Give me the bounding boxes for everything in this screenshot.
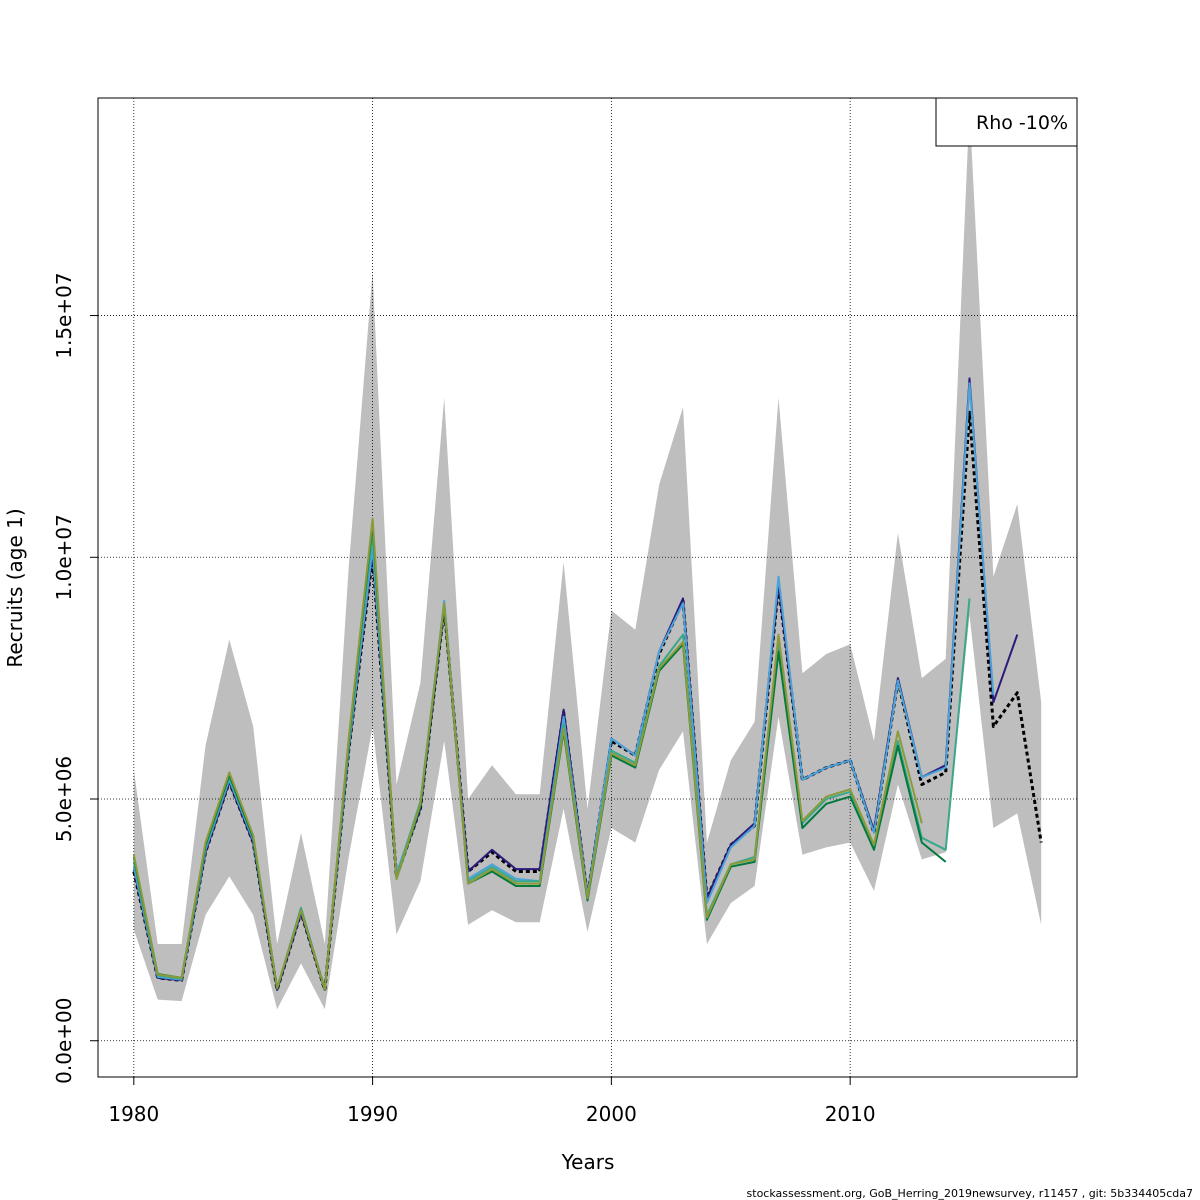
y-axis-title: Recruits (age 1) xyxy=(3,508,27,667)
y-tick-label: 1.0e+07 xyxy=(52,514,76,600)
x-tick-label: 2000 xyxy=(586,1102,637,1126)
footer-credit: stockassessment.org, GoB_Herring_2019new… xyxy=(747,1187,1193,1200)
grid-layer xyxy=(98,98,1077,1077)
confidence-band xyxy=(133,107,1042,1010)
legend: Rho -10% xyxy=(935,97,1078,147)
series-layer xyxy=(132,377,1043,992)
legend-text: Rho -10% xyxy=(976,112,1068,134)
legend-box xyxy=(935,97,1078,147)
plot-frame xyxy=(97,97,1078,1078)
axes-layer: 1980 1990 2000 2010 0.0e+00 5.0e+06 1.0e+07 1.5… xyxy=(52,272,876,1126)
series-line-6 xyxy=(132,517,923,991)
confidence-band-layer xyxy=(133,107,1042,1010)
y-tick-label: 1.5e+07 xyxy=(52,272,76,358)
y-tick-label: 5.0e+06 xyxy=(52,756,76,842)
x-tick-label: 2010 xyxy=(825,1102,876,1126)
y-tick-label: 0.0e+00 xyxy=(52,998,76,1084)
x-axis-title: Years xyxy=(561,1150,615,1174)
x-tick-label: 1980 xyxy=(108,1102,159,1126)
x-tick-label: 1990 xyxy=(347,1102,398,1126)
